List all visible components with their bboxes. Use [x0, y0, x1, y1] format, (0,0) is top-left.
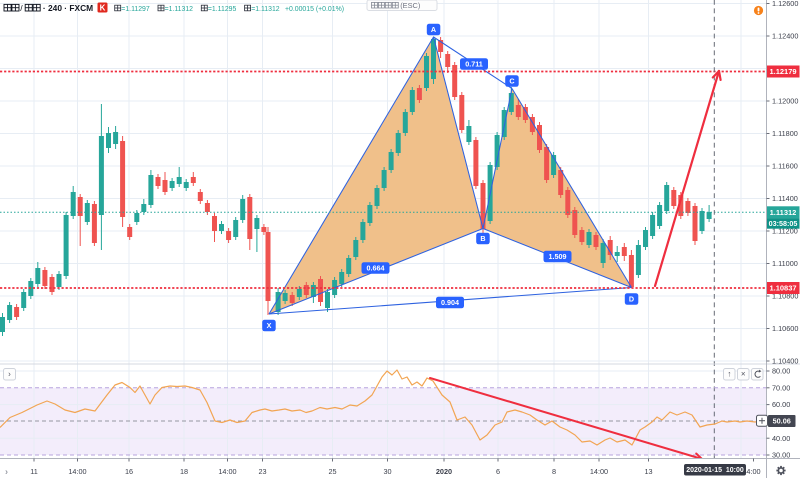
svg-text:›: ›: [8, 370, 11, 379]
svg-text:X: X: [267, 321, 272, 330]
svg-text:70.00: 70.00: [772, 383, 790, 392]
svg-text:1.12000: 1.12000: [772, 97, 798, 106]
svg-text:1.10837: 1.10837: [769, 284, 796, 293]
svg-text:30: 30: [383, 467, 391, 476]
svg-text:16: 16: [125, 467, 133, 476]
svg-text:(ESC): (ESC): [400, 1, 420, 10]
svg-text:18: 18: [180, 467, 188, 476]
svg-text:1.10400: 1.10400: [772, 357, 798, 366]
svg-text:0.904: 0.904: [441, 298, 459, 307]
svg-text:14:00: 14:00: [590, 467, 608, 476]
svg-text:1.11800: 1.11800: [772, 129, 798, 138]
svg-text:=1.11297: =1.11297: [121, 6, 150, 13]
svg-text:C: C: [509, 77, 514, 86]
svg-text:×: ×: [741, 370, 746, 379]
svg-text:+0.00015 (+0.01%): +0.00015 (+0.01%): [285, 6, 344, 13]
svg-text:25: 25: [328, 467, 336, 476]
svg-text:1.10800: 1.10800: [772, 292, 798, 301]
svg-text:11: 11: [30, 467, 38, 476]
svg-text:D: D: [629, 295, 634, 304]
svg-text:=1.11295: =1.11295: [208, 6, 237, 13]
svg-text:K: K: [100, 4, 106, 13]
svg-text:2020-01-15 10:00: 2020-01-15 10:00: [686, 467, 744, 474]
svg-text:40.00: 40.00: [772, 434, 790, 443]
svg-text:1.11000: 1.11000: [772, 259, 798, 268]
svg-text:1.12400: 1.12400: [772, 32, 798, 41]
svg-text:4:00: 4:00: [746, 467, 760, 476]
svg-text:03:58:05: 03:58:05: [769, 219, 798, 228]
svg-text:8: 8: [552, 467, 556, 476]
svg-text:1.12600: 1.12600: [772, 0, 798, 8]
svg-text:6: 6: [496, 467, 500, 476]
svg-text:1.11400: 1.11400: [772, 194, 798, 203]
svg-text:1.10600: 1.10600: [772, 324, 798, 333]
svg-text:0.664: 0.664: [367, 264, 385, 273]
svg-text:1.12179: 1.12179: [769, 67, 796, 76]
svg-text:=1.11312: =1.11312: [251, 6, 280, 13]
svg-text:23: 23: [258, 467, 266, 476]
svg-text:14:00: 14:00: [218, 467, 236, 476]
svg-text:1.509: 1.509: [549, 252, 567, 261]
svg-text:0.711: 0.711: [465, 60, 483, 69]
svg-text:1.11312: 1.11312: [770, 208, 797, 217]
svg-text:14:00: 14:00: [68, 467, 86, 476]
svg-text:· 240 · FXCM: · 240 · FXCM: [43, 3, 93, 13]
svg-text:60.00: 60.00: [772, 400, 790, 409]
svg-text:/: /: [20, 3, 23, 13]
svg-text:30.00: 30.00: [772, 451, 790, 460]
svg-text:13: 13: [644, 467, 652, 476]
svg-text:A: A: [431, 25, 436, 34]
svg-text:50.06: 50.06: [773, 417, 791, 426]
svg-text:=1.11312: =1.11312: [165, 6, 194, 13]
svg-text:B: B: [480, 234, 485, 243]
svg-text:1.11200: 1.11200: [772, 227, 798, 236]
svg-text:›: ›: [5, 467, 8, 477]
svg-text:↑: ↑: [727, 370, 731, 379]
svg-text:1.11600: 1.11600: [772, 162, 798, 171]
svg-text:2020: 2020: [436, 467, 452, 476]
svg-text:80.00: 80.00: [772, 367, 790, 376]
